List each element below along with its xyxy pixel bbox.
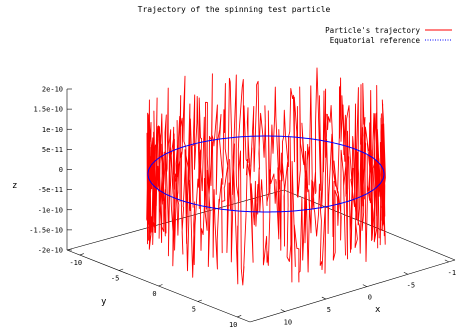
x-tick-label: 0 bbox=[368, 294, 372, 302]
chart-title: Trajectory of the spinning test particle bbox=[138, 5, 331, 14]
z-tick-label: -5e-11 bbox=[38, 186, 63, 194]
z-tick-label: 1e-10 bbox=[42, 126, 63, 134]
x-axis-label: x bbox=[375, 305, 381, 315]
z-axis-ticks: -2e-10 -1.5e-10 -1e-10 -5e-11 0 5e-11 1e-10 1.5… bbox=[29, 86, 72, 255]
z-tick-label: -1.5e-10 bbox=[29, 226, 63, 234]
y-tick-label: 0 bbox=[152, 290, 156, 298]
x-tick-label: 5 bbox=[327, 306, 331, 314]
y-tick-label: -10 bbox=[69, 259, 82, 267]
y-tick-mark bbox=[158, 284, 163, 287]
axes bbox=[66, 89, 456, 323]
legend-label-equatorial: Equatorial reference bbox=[330, 36, 421, 45]
z-tick-label: 5e-11 bbox=[42, 146, 63, 154]
x-axis-line bbox=[249, 259, 456, 323]
y-axis-label: y bbox=[101, 297, 107, 307]
y-tick-mark bbox=[237, 315, 242, 318]
y-tick-label: 10 bbox=[229, 321, 237, 328]
y-tick-label: -5 bbox=[111, 275, 119, 283]
z-tick-label: -1e-10 bbox=[38, 206, 63, 214]
x-tick-mark bbox=[403, 271, 408, 275]
z-tick-label: 0 bbox=[59, 166, 63, 174]
y-tick-mark bbox=[79, 253, 84, 256]
z-tick-label: 1.5e-10 bbox=[33, 106, 63, 114]
x-tick-label: -5 bbox=[407, 281, 415, 289]
x-tick-label: 10 bbox=[284, 318, 292, 326]
legend: Particle's trajectory Equatorial referen… bbox=[325, 26, 452, 45]
x-tick-mark bbox=[321, 296, 326, 300]
z-axis-label: z bbox=[12, 181, 17, 191]
x-tick-mark bbox=[280, 309, 285, 312]
x-axis-ticks: -1 -5 0 5 10 bbox=[280, 259, 456, 326]
y-tick-label: 5 bbox=[192, 305, 196, 313]
y-tick-mark bbox=[197, 299, 202, 302]
y-axis-ticks: -10 -5 0 5 10 bbox=[69, 253, 242, 328]
x-tick-mark bbox=[444, 259, 449, 263]
x-tick-mark bbox=[362, 284, 367, 287]
z-tick-label: 2e-10 bbox=[42, 86, 63, 94]
z-tick-label: -2e-10 bbox=[38, 247, 63, 255]
series-line-equatorial-reference bbox=[147, 135, 385, 213]
legend-label-trajectory: Particle's trajectory bbox=[325, 26, 420, 35]
y-tick-mark bbox=[119, 268, 124, 271]
series-line-particle-trajectory bbox=[146, 67, 386, 286]
x-tick-label: -1 bbox=[448, 269, 456, 277]
